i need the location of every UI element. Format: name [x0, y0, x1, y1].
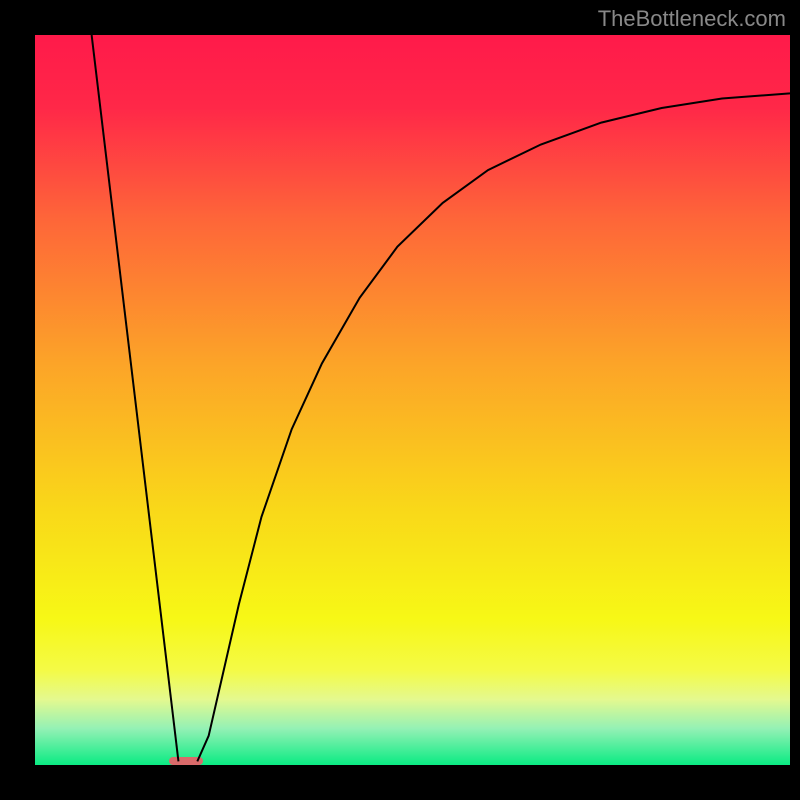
chart-canvas: [0, 0, 800, 800]
bottleneck-chart: TheBottleneck.com: [0, 0, 800, 800]
watermark-label: TheBottleneck.com: [598, 6, 786, 32]
